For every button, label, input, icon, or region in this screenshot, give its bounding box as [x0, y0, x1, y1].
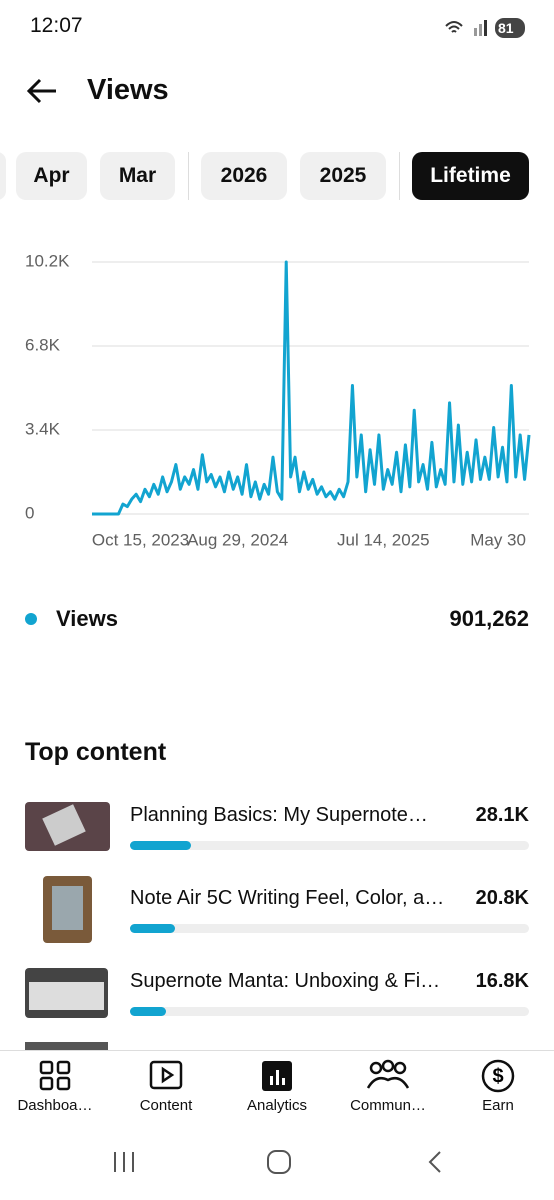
status-icons: [445, 18, 525, 38]
y-tick-label: 10.2K: [25, 251, 70, 270]
nav-label[interactable]: Analytics: [246, 1097, 308, 1114]
page-title: Views: [87, 74, 169, 106]
thumbnail[interactable]: [25, 1042, 108, 1050]
y-tick-label: 3.4K: [25, 419, 61, 438]
x-tick-label: Oct 15, 2023: [92, 530, 189, 549]
bar: [130, 924, 176, 933]
bar-track: [130, 841, 529, 850]
y-tick-label: 6.8K: [25, 335, 61, 354]
thumbnail[interactable]: [25, 802, 110, 851]
line: [92, 260, 531, 516]
x-tick-label: Jul 14, 2025: [337, 530, 430, 549]
section-title: Top content: [25, 738, 167, 766]
nav-label[interactable]: Earn: [482, 1097, 514, 1114]
item-title[interactable]: Note Air 5C Writing Feel, Color, a…: [130, 887, 445, 909]
item-value: 20.8K: [475, 887, 529, 909]
nav-label[interactable]: Dashboa…: [17, 1097, 93, 1114]
svg-text:$: $: [492, 1065, 503, 1087]
bar: [130, 841, 191, 850]
nav-label[interactable]: Commun…: [350, 1097, 426, 1114]
back-button[interactable]: [26, 76, 60, 106]
chip[interactable]: Apr: [16, 152, 87, 200]
status-time: 12:07: [30, 14, 83, 37]
item-title[interactable]: Supernote Manta: Unboxing & Fi…: [130, 970, 441, 992]
thumbnail[interactable]: [25, 968, 108, 1018]
chip[interactable]: 2026: [201, 152, 287, 200]
thumbnail[interactable]: [43, 876, 92, 943]
bar: [130, 1007, 167, 1016]
x-tick-label: May 30: [470, 530, 526, 549]
total-value: 901,262: [449, 606, 529, 631]
item-value: 16.8K: [475, 970, 529, 992]
item-value: 28.1K: [475, 804, 529, 826]
bar-track: [130, 924, 529, 933]
x-tick-label: Aug 29, 2024: [187, 530, 288, 549]
y-tick-label: 0: [25, 503, 34, 522]
divider: [188, 152, 189, 200]
chip[interactable]: Mar: [100, 152, 175, 200]
nav-label[interactable]: Content: [139, 1097, 193, 1114]
battery: 81: [498, 20, 514, 36]
nav-icons: $: [39, 1059, 515, 1093]
chip[interactable]: Lifetime: [412, 152, 529, 200]
divider: [399, 152, 400, 200]
system-nav: [114, 1150, 441, 1174]
item-title[interactable]: Planning Basics: My Supernote…: [130, 804, 428, 826]
chip[interactable]: [0, 152, 6, 200]
bar-track: [130, 1007, 529, 1016]
legend-dot: [25, 613, 37, 625]
chip[interactable]: 2025: [300, 152, 386, 200]
legend-label: Views: [56, 606, 118, 631]
